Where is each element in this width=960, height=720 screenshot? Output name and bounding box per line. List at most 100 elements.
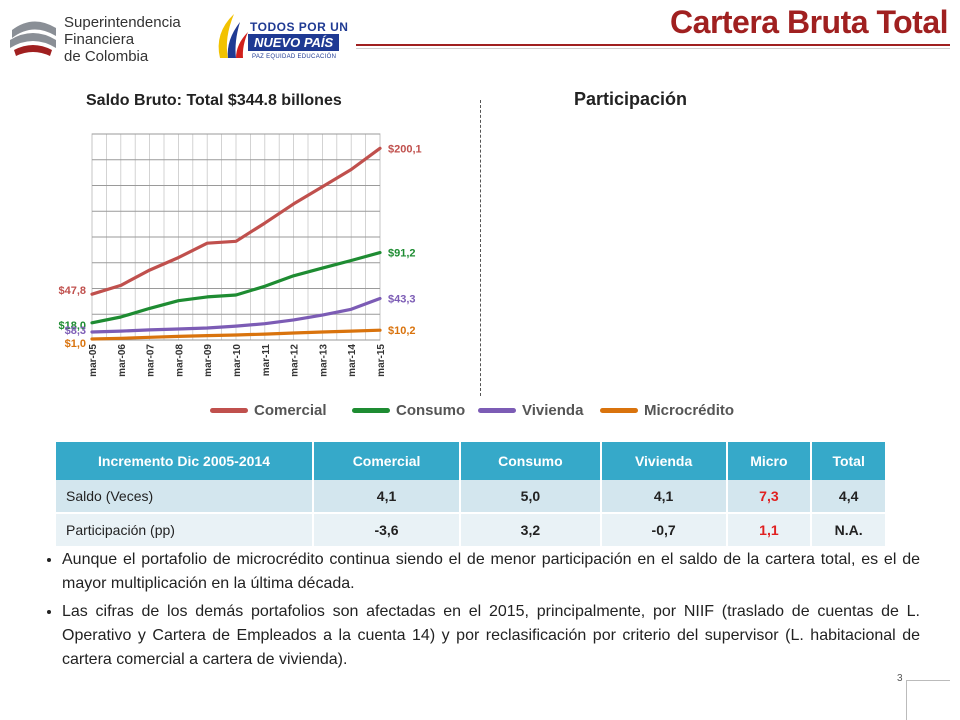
data-point [235,334,237,336]
table-header: Incremento Dic 2005-2014 [56,442,314,480]
table-header: Comercial [313,442,462,480]
gov-slogan-line-2: NUEVO PAÍS [248,34,340,51]
data-point [206,327,208,329]
data-point [264,222,266,224]
data-point [264,323,266,325]
data-point [120,330,122,332]
data-point [91,331,93,333]
table-cell: 4,1 [600,480,728,514]
series-end-label: $200,1 [388,143,422,155]
x-tick-label: mar-09 [203,344,214,377]
data-point [91,338,93,340]
data-point [321,314,323,316]
data-point [120,284,122,286]
chart-saldo-bruto: $47,8$200,1$18,0$91,2$8,3$43,3$1,0$10,2m… [58,133,422,377]
data-point [321,267,323,269]
series-start-label: $47,8 [58,285,86,297]
gov-emblem-icon [218,14,248,58]
x-tick-label: mar-08 [174,344,185,377]
table-header: Vivienda [600,442,728,480]
data-point [149,307,151,309]
chart-left-title: Saldo Bruto: Total $344.8 billones [86,92,342,109]
legend-swatch [478,408,516,413]
data-point [206,334,208,337]
table-cell: N.A. [811,513,887,548]
legend-swatch [210,408,248,413]
data-point [293,332,295,334]
row-label: Participación (pp) [56,513,314,548]
table-cell-highlight: 1,1 [726,513,813,548]
legend-swatch [352,408,390,413]
table-cell-highlight: 7,3 [726,480,813,514]
data-point [321,186,323,188]
table-row: Participación (pp) -3,6 3,2 -0,7 1,1 N.A… [56,513,887,548]
data-point [235,325,237,327]
series-start-label: $18,0 [58,320,86,332]
x-tick-label: mar-11 [261,344,272,377]
table-header: Total [811,442,887,480]
series-end-label: $91,2 [388,248,416,260]
x-tick-label: mar-07 [146,344,157,377]
org-name-line-2: Financiera [64,31,135,48]
data-point [206,242,208,244]
series-end-label: $43,3 [388,294,416,306]
data-point [350,308,352,310]
bullet-list: Aunque el portafolio de microcrédito con… [38,548,920,676]
data-point [293,203,295,205]
title-rule [356,44,950,46]
table-cell: 3,2 [460,513,602,548]
table-cell: -0,7 [600,513,728,548]
x-tick-label: mar-12 [290,344,301,377]
data-point [379,329,381,331]
data-point [177,335,179,337]
legend-label: Consumo [396,402,466,419]
sfc-logo: Superintendencia Financiera de Colombia [6,10,206,70]
data-point [91,322,93,324]
slide-title: Cartera Bruta Total [670,4,948,40]
legend-item-vivienda: Vivienda [478,402,583,419]
data-point [379,252,381,254]
chart-participacion: 65.2%58.0%20.6%24.1%12.8%12.5%1.4%2.9%ma… [0,0,480,400]
data-point [149,329,151,331]
gov-slogan-line-1: TODOS POR UN [250,20,349,34]
table-cell: 4,4 [811,480,887,514]
legend-label: Vivienda [522,402,584,419]
gov-slogan-line-3: PAZ EQUIDAD EDUCACIÓN [252,54,337,60]
row-label: Saldo (Veces) [56,480,314,514]
data-point [149,269,151,271]
data-point [293,275,295,277]
page-number: 3 [897,673,903,684]
data-point [379,147,381,149]
data-point [120,316,122,318]
data-point [177,257,179,259]
data-point [149,336,151,338]
gov-logo: TODOS POR UN NUEVO PAÍS PAZ EQUIDAD EDUC… [212,8,352,68]
chart-right-title: Participación [574,89,688,109]
x-tick-label: mar-13 [318,344,329,377]
table-header: Consumo [460,442,602,480]
data-point [91,293,93,295]
data-point [350,330,352,332]
data-point [293,319,295,321]
data-point [350,259,352,262]
table-cell: -3,6 [313,513,462,548]
data-point [264,333,266,335]
data-point [235,294,237,296]
data-point [177,328,179,330]
table-cell: 5,0 [460,480,602,514]
x-tick-label: mar-15 [376,344,387,377]
x-tick-label: mar-05 [88,344,99,377]
table-header-row: Incremento Dic 2005-2014 Comercial Consu… [56,442,887,480]
legend-item-consumo: Consumo [352,402,465,419]
data-point [120,337,122,339]
table-row: Saldo (Veces) 4,1 5,0 4,1 7,3 4,4 [56,480,887,514]
table-header: Micro [726,442,813,480]
legend-item-microcredito: Microcrédito [600,402,734,419]
corner-line-horizontal [906,680,950,681]
x-tick-label: mar-06 [117,344,128,377]
title-rule-secondary [356,48,950,49]
data-point [235,240,237,242]
bullet-item: Aunque el portafolio de microcrédito con… [62,548,920,596]
series-start-label: $8,3 [65,325,86,337]
legend-label: Microcrédito [644,402,735,419]
